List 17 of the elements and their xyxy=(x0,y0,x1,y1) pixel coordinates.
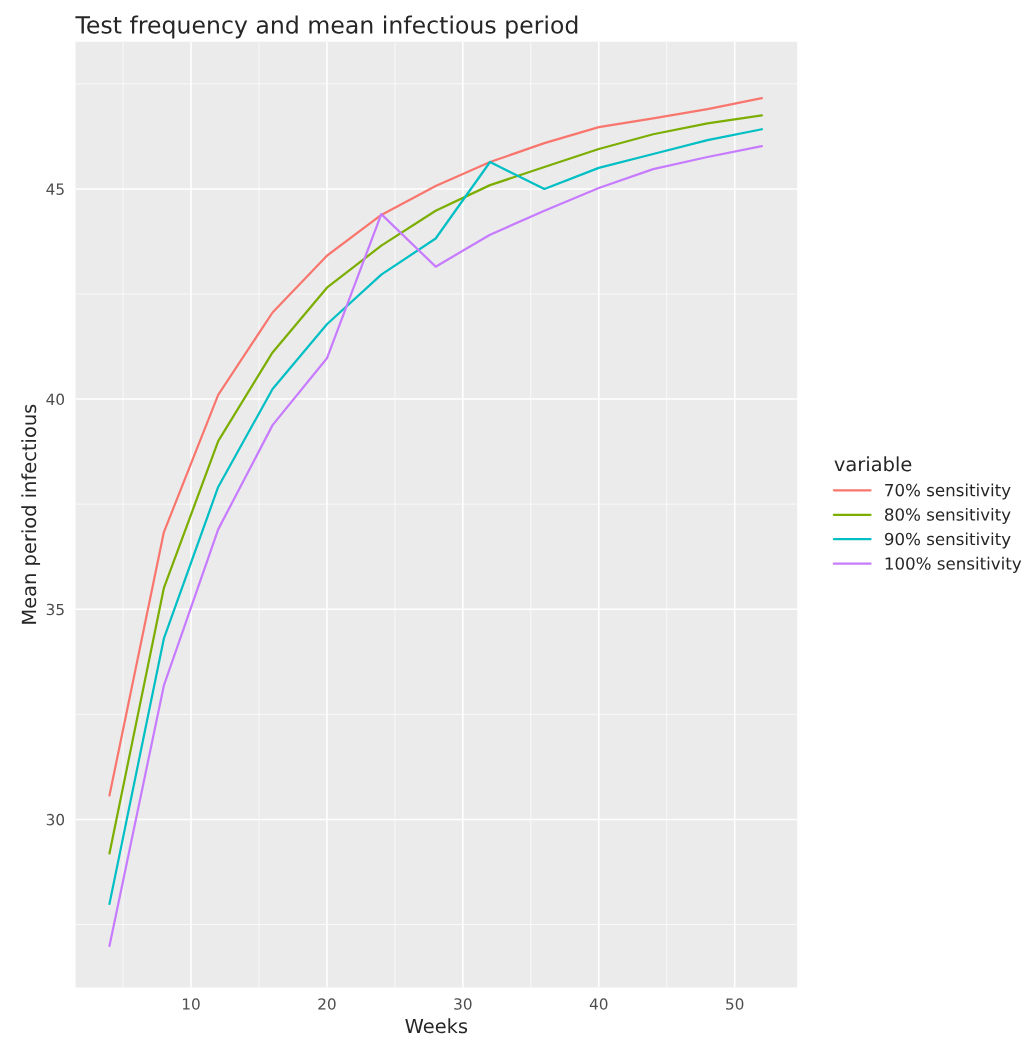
x-tick-label: 50 xyxy=(726,998,744,1010)
x-tick-label: 10 xyxy=(182,998,200,1010)
x-axis-title: Weeks xyxy=(405,1018,468,1034)
legend-label: 100% sensitivity xyxy=(885,556,1022,573)
y-tick-label: 40 xyxy=(46,393,65,406)
legend-title: variable xyxy=(834,456,912,472)
y-tick-label: 30 xyxy=(46,813,65,826)
chart-title: Test frequency and mean infectious period xyxy=(75,15,578,39)
x-tick-label: 40 xyxy=(589,998,608,1010)
x-tick-label: 20 xyxy=(318,998,336,1010)
legend-label: 80% sensitivity xyxy=(885,507,1011,525)
y-axis-title: Mean period infectious xyxy=(21,404,41,624)
legend-label: 90% sensitivity xyxy=(884,532,1011,549)
x-tick-label: 30 xyxy=(454,998,472,1010)
legend-label: 70% sensitivity xyxy=(885,483,1011,500)
y-tick-label: 35 xyxy=(46,603,64,616)
y-tick-label: 45 xyxy=(46,183,64,195)
